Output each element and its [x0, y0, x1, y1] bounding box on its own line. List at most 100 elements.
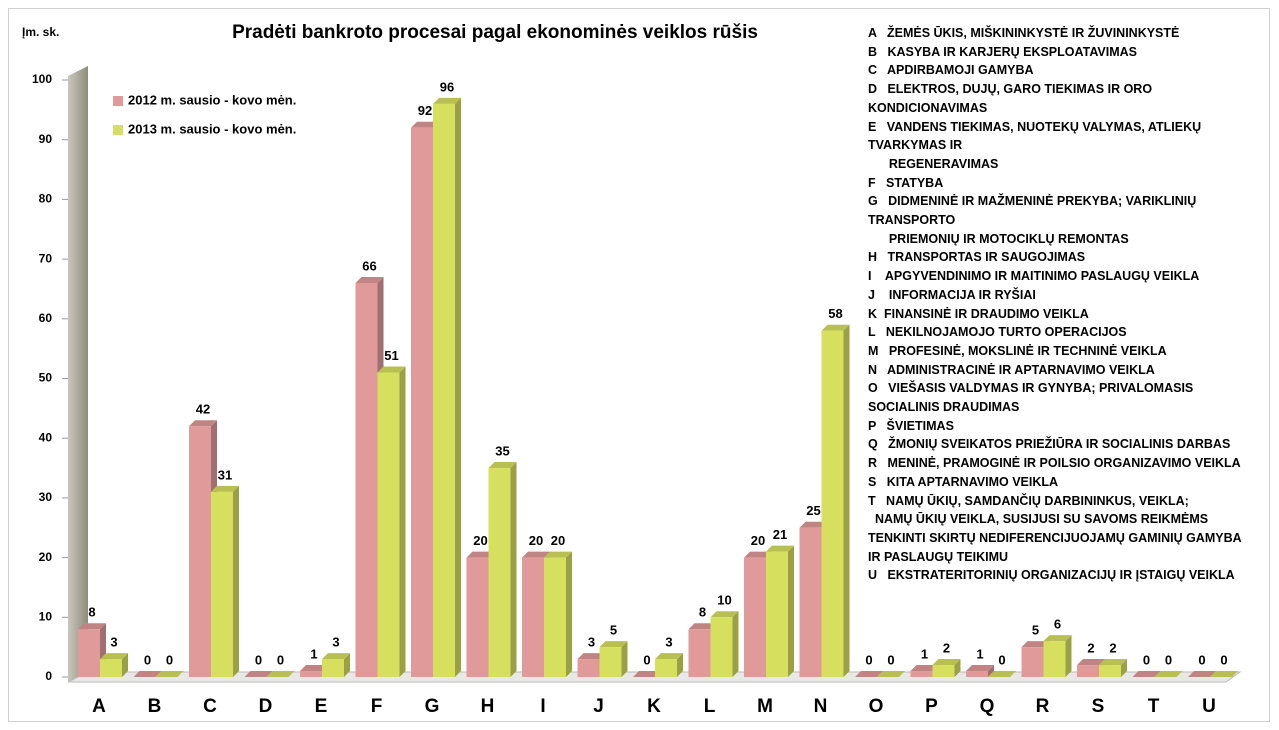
category-note: E VANDENS TIEKIMAS, NUOTEKŲ VALYMAS, ATL…: [868, 119, 1202, 134]
x-tick-label: O: [869, 696, 884, 717]
y-tick-label: 60: [39, 311, 53, 325]
x-tick-label: H: [481, 696, 495, 717]
bar: [211, 485, 239, 677]
bar: [1188, 671, 1216, 678]
bar: [766, 545, 794, 677]
legend-swatch: [113, 125, 123, 135]
bar: [966, 665, 994, 677]
bar-side: [344, 653, 350, 677]
bar-top: [766, 545, 794, 552]
data-label: 92: [418, 103, 432, 118]
data-label: 10: [717, 593, 731, 608]
data-label: 3: [588, 635, 595, 650]
legend-swatch: [113, 96, 123, 106]
bar-top: [1132, 671, 1161, 677]
y-tick-label: 100: [32, 72, 52, 86]
bar-top: [599, 641, 628, 648]
y-tick-label: 0: [45, 669, 52, 683]
bar-top: [377, 366, 406, 373]
bar-front: [189, 426, 211, 677]
x-tick-label: M: [757, 696, 773, 717]
bar-front: [377, 372, 400, 677]
bar-front: [544, 557, 566, 677]
data-label: 21: [773, 527, 787, 542]
category-note: T NAMŲ ŪKIŲ, SAMDANČIŲ DARBININKUS, VEIK…: [868, 493, 1189, 508]
bar: [1043, 635, 1072, 677]
bar: [633, 671, 661, 678]
data-label: 1: [310, 646, 317, 661]
data-label: 0: [865, 652, 872, 667]
category-note: B KASYBA IR KARJERŲ EKSPLOATAVIMAS: [868, 44, 1138, 59]
bar: [855, 671, 883, 678]
data-label: 0: [144, 652, 151, 667]
data-label: 0: [1143, 652, 1150, 667]
x-tick-label: N: [814, 696, 828, 717]
bar-top: [78, 623, 106, 630]
category-note: IR PASLAUGŲ TEIKIMU: [868, 549, 1009, 564]
bar-top: [688, 623, 717, 630]
x-tick-label: A: [92, 696, 106, 717]
data-label: 1: [976, 646, 983, 661]
y-tick-label: 70: [39, 251, 53, 265]
legend-label: 2012 m. sausio - kovo mėn.: [128, 92, 296, 107]
bar: [322, 653, 350, 677]
x-tick-label: L: [704, 696, 716, 717]
bar-front: [211, 491, 233, 677]
category-note: G DIDMENINĖ IR MAŽMENINĖ PREKYBA; VARIKL…: [868, 194, 1197, 209]
bar: [599, 641, 628, 677]
bar-top: [855, 671, 883, 677]
bar-top: [877, 671, 905, 677]
y-tick-label: 80: [39, 192, 53, 206]
data-label: 66: [362, 258, 376, 273]
bar-top: [744, 551, 772, 558]
bar: [488, 462, 517, 677]
bar-front: [433, 103, 455, 677]
category-note: PRIEMONIŲ IR MOTOCIKLŲ REMONTAS: [868, 231, 1129, 246]
bar-front: [599, 647, 622, 677]
bar-front: [766, 551, 788, 677]
bar-side: [988, 665, 994, 677]
data-label: 96: [440, 79, 454, 94]
x-tick-label: G: [425, 696, 440, 717]
bar: [433, 97, 461, 677]
category-note: Q ŽMONIŲ SVEIKATOS PRIEŽIŪRA IR SOCIALIN…: [868, 437, 1231, 452]
bar: [988, 671, 1016, 678]
frame: [8, 8, 1270, 722]
category-note: C APDIRBAMOJI GAMYBA: [868, 63, 1034, 78]
bar: [155, 671, 184, 678]
bar: [877, 671, 905, 678]
data-label: 0: [643, 652, 650, 667]
bar-side: [732, 611, 739, 677]
bar-front: [78, 629, 100, 677]
bar-front: [1099, 665, 1121, 677]
category-note: J INFORMACIJA IR RYŠIAI: [868, 287, 1036, 302]
bar-top: [211, 485, 239, 492]
bar-side: [566, 551, 572, 677]
bar-top: [1021, 641, 1050, 648]
bar-top: [266, 671, 295, 677]
x-tick-label: F: [371, 696, 383, 717]
x-tick-label: R: [1036, 696, 1050, 717]
x-tick-label: Q: [980, 696, 995, 717]
bar-top: [1099, 659, 1127, 666]
bar-front: [100, 659, 122, 677]
data-label: 0: [998, 652, 1005, 667]
category-note: R MENINĖ, PRAMOGINĖ IR POILSIO ORGANIZAV…: [868, 456, 1241, 471]
bar-top: [522, 551, 550, 558]
bar-side: [233, 485, 239, 677]
bar-front: [355, 282, 378, 677]
axis-wall: [68, 66, 88, 682]
bar-front: [1021, 647, 1044, 677]
bar-side: [510, 462, 517, 677]
bar-top: [155, 671, 184, 677]
category-note: SOCIALINIS DRAUDIMAS: [868, 400, 1020, 415]
bar-top: [1154, 671, 1183, 677]
data-label: 8: [699, 605, 706, 620]
bar-top: [244, 671, 273, 677]
bar-top: [133, 671, 162, 677]
data-label: 3: [665, 635, 672, 650]
data-label: 31: [218, 467, 232, 482]
bar-top: [411, 121, 439, 128]
bar-front: [932, 665, 955, 677]
